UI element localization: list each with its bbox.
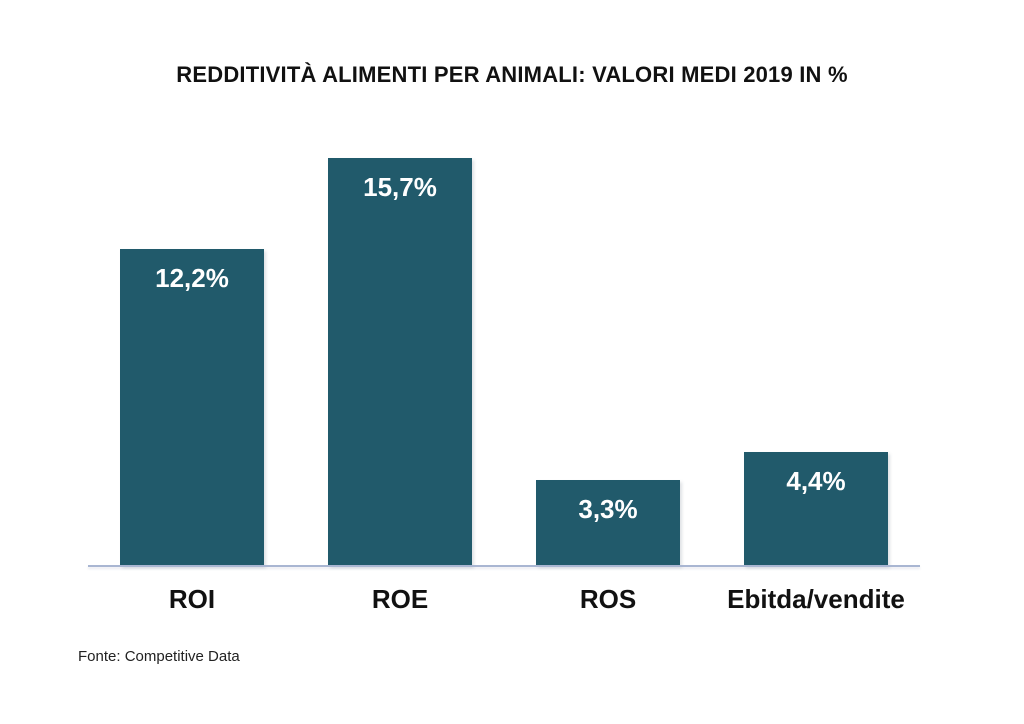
source-note: Fonte: Competitive Data: [78, 648, 240, 665]
x-axis-label-ebitda-vendite: Ebitda/vendite: [727, 584, 905, 614]
bars-row: 12,2% 15,7% 3,3% 4,4%: [88, 140, 920, 566]
plot-area: 12,2% 15,7% 3,3% 4,4%: [88, 140, 920, 566]
x-axis-labels: ROI ROE ROS Ebitda/vendite: [88, 584, 920, 615]
x-axis-label-roi: ROI: [168, 584, 216, 614]
bar-ebitda-vendite: 4,4%: [744, 452, 888, 566]
bar-value-label-ros: 3,3%: [578, 494, 638, 524]
x-axis-baseline: [88, 565, 920, 567]
bar-roi: 12,2%: [120, 249, 264, 566]
bar-slot-roe: 15,7%: [296, 158, 504, 566]
bar-slot-roi: 12,2%: [88, 249, 296, 566]
bar-value-label-ebitda-vendite: 4,4%: [786, 466, 846, 496]
bar-slot-ros: 3,3%: [504, 480, 712, 566]
bar-ros: 3,3%: [536, 480, 680, 566]
bar-roe: 15,7%: [328, 158, 472, 566]
bar-slot-ebitda-vendite: 4,4%: [712, 452, 920, 566]
x-axis-label-roe: ROE: [371, 584, 429, 614]
x-axis-label-ros: ROS: [579, 584, 637, 614]
bar-value-label-roe: 15,7%: [363, 172, 437, 202]
chart-title: REDDITIVITÀ ALIMENTI PER ANIMALI: VALORI…: [176, 62, 848, 87]
bar-value-label-roi: 12,2%: [155, 263, 229, 293]
